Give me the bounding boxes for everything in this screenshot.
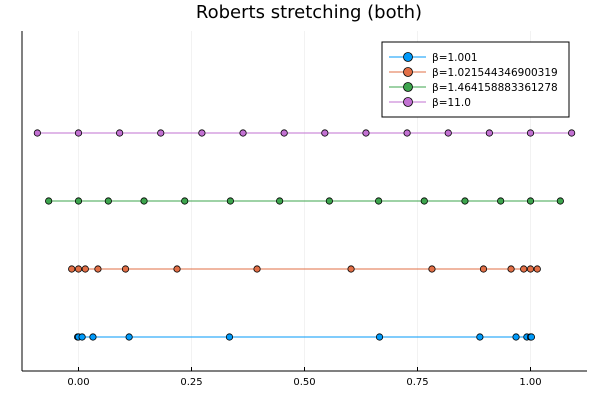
legend-box — [381, 41, 570, 118]
data-point — [276, 197, 284, 205]
x-tick-label: 0.75 — [406, 377, 428, 388]
data-point — [347, 265, 355, 273]
data-point — [526, 197, 535, 205]
data-point — [157, 129, 165, 137]
x-ticks: 0.00 0.25 0.50 0.75 1.00 — [67, 367, 542, 388]
data-point — [526, 265, 535, 273]
data-point — [507, 265, 515, 273]
series-1 — [73, 333, 536, 341]
data-point — [226, 197, 234, 205]
data-point — [428, 265, 436, 273]
data-point — [253, 265, 261, 273]
data-point — [116, 129, 124, 137]
legend-entry: β=1.021544346900319 — [389, 67, 558, 79]
legend: β=1.001 β=1.021544346900319 β=1.4641588833… — [381, 41, 570, 118]
data-point — [485, 129, 493, 137]
data-point — [104, 197, 112, 205]
series-3 — [45, 197, 564, 205]
data-point — [497, 197, 505, 205]
data-point — [74, 197, 83, 205]
data-point — [403, 129, 411, 137]
chart-title: Roberts stretching (both) — [196, 2, 422, 23]
legend-label: β=1.021544346900319 — [432, 67, 558, 79]
data-point — [121, 265, 130, 273]
legend-entry: β=11.0 — [389, 97, 471, 109]
legend-marker — [403, 97, 413, 107]
data-point — [140, 197, 148, 205]
legend-label: β=1.001 — [432, 52, 478, 64]
data-point — [239, 129, 247, 137]
data-point — [375, 333, 384, 341]
data-point — [556, 197, 564, 205]
data-point — [375, 197, 383, 205]
data-point — [476, 333, 484, 341]
data-point — [479, 265, 488, 273]
x-tick-label: 1.00 — [519, 377, 541, 388]
legend-marker — [403, 82, 413, 92]
data-point — [181, 197, 189, 205]
x-tick-label: 0.25 — [180, 377, 202, 388]
data-point — [533, 265, 541, 273]
data-point — [325, 197, 333, 205]
data-point — [420, 197, 428, 205]
data-point — [173, 265, 181, 273]
legend-marker — [403, 52, 413, 62]
data-point — [512, 333, 520, 341]
data-point — [74, 265, 83, 273]
data-point — [125, 333, 133, 341]
data-point — [81, 265, 89, 273]
series-4 — [33, 129, 576, 137]
x-tick-label: 0.00 — [67, 377, 89, 388]
data-point — [362, 129, 370, 137]
data-point — [444, 129, 452, 137]
data-point — [33, 129, 41, 137]
data-point — [520, 265, 528, 273]
legend-entry: β=1.464158883361278 — [389, 82, 558, 94]
legend-marker — [403, 67, 413, 77]
data-point — [568, 129, 576, 137]
data-point — [527, 333, 536, 341]
series-2 — [68, 265, 541, 273]
data-point — [74, 129, 83, 137]
data-point — [321, 129, 329, 137]
x-tick-label: 0.50 — [293, 377, 315, 388]
data-point — [45, 197, 53, 205]
data-point — [78, 333, 86, 341]
data-point — [461, 197, 469, 205]
data-point — [198, 129, 206, 137]
data-point — [280, 129, 288, 137]
data-point — [94, 265, 102, 273]
series — [33, 129, 576, 341]
data-point — [526, 129, 535, 137]
legend-label: β=1.464158883361278 — [432, 82, 558, 94]
data-point — [89, 333, 97, 341]
legend-entry: β=1.001 — [389, 52, 478, 64]
data-point — [225, 333, 234, 341]
legend-label: β=11.0 — [432, 97, 471, 109]
data-point — [68, 265, 76, 273]
